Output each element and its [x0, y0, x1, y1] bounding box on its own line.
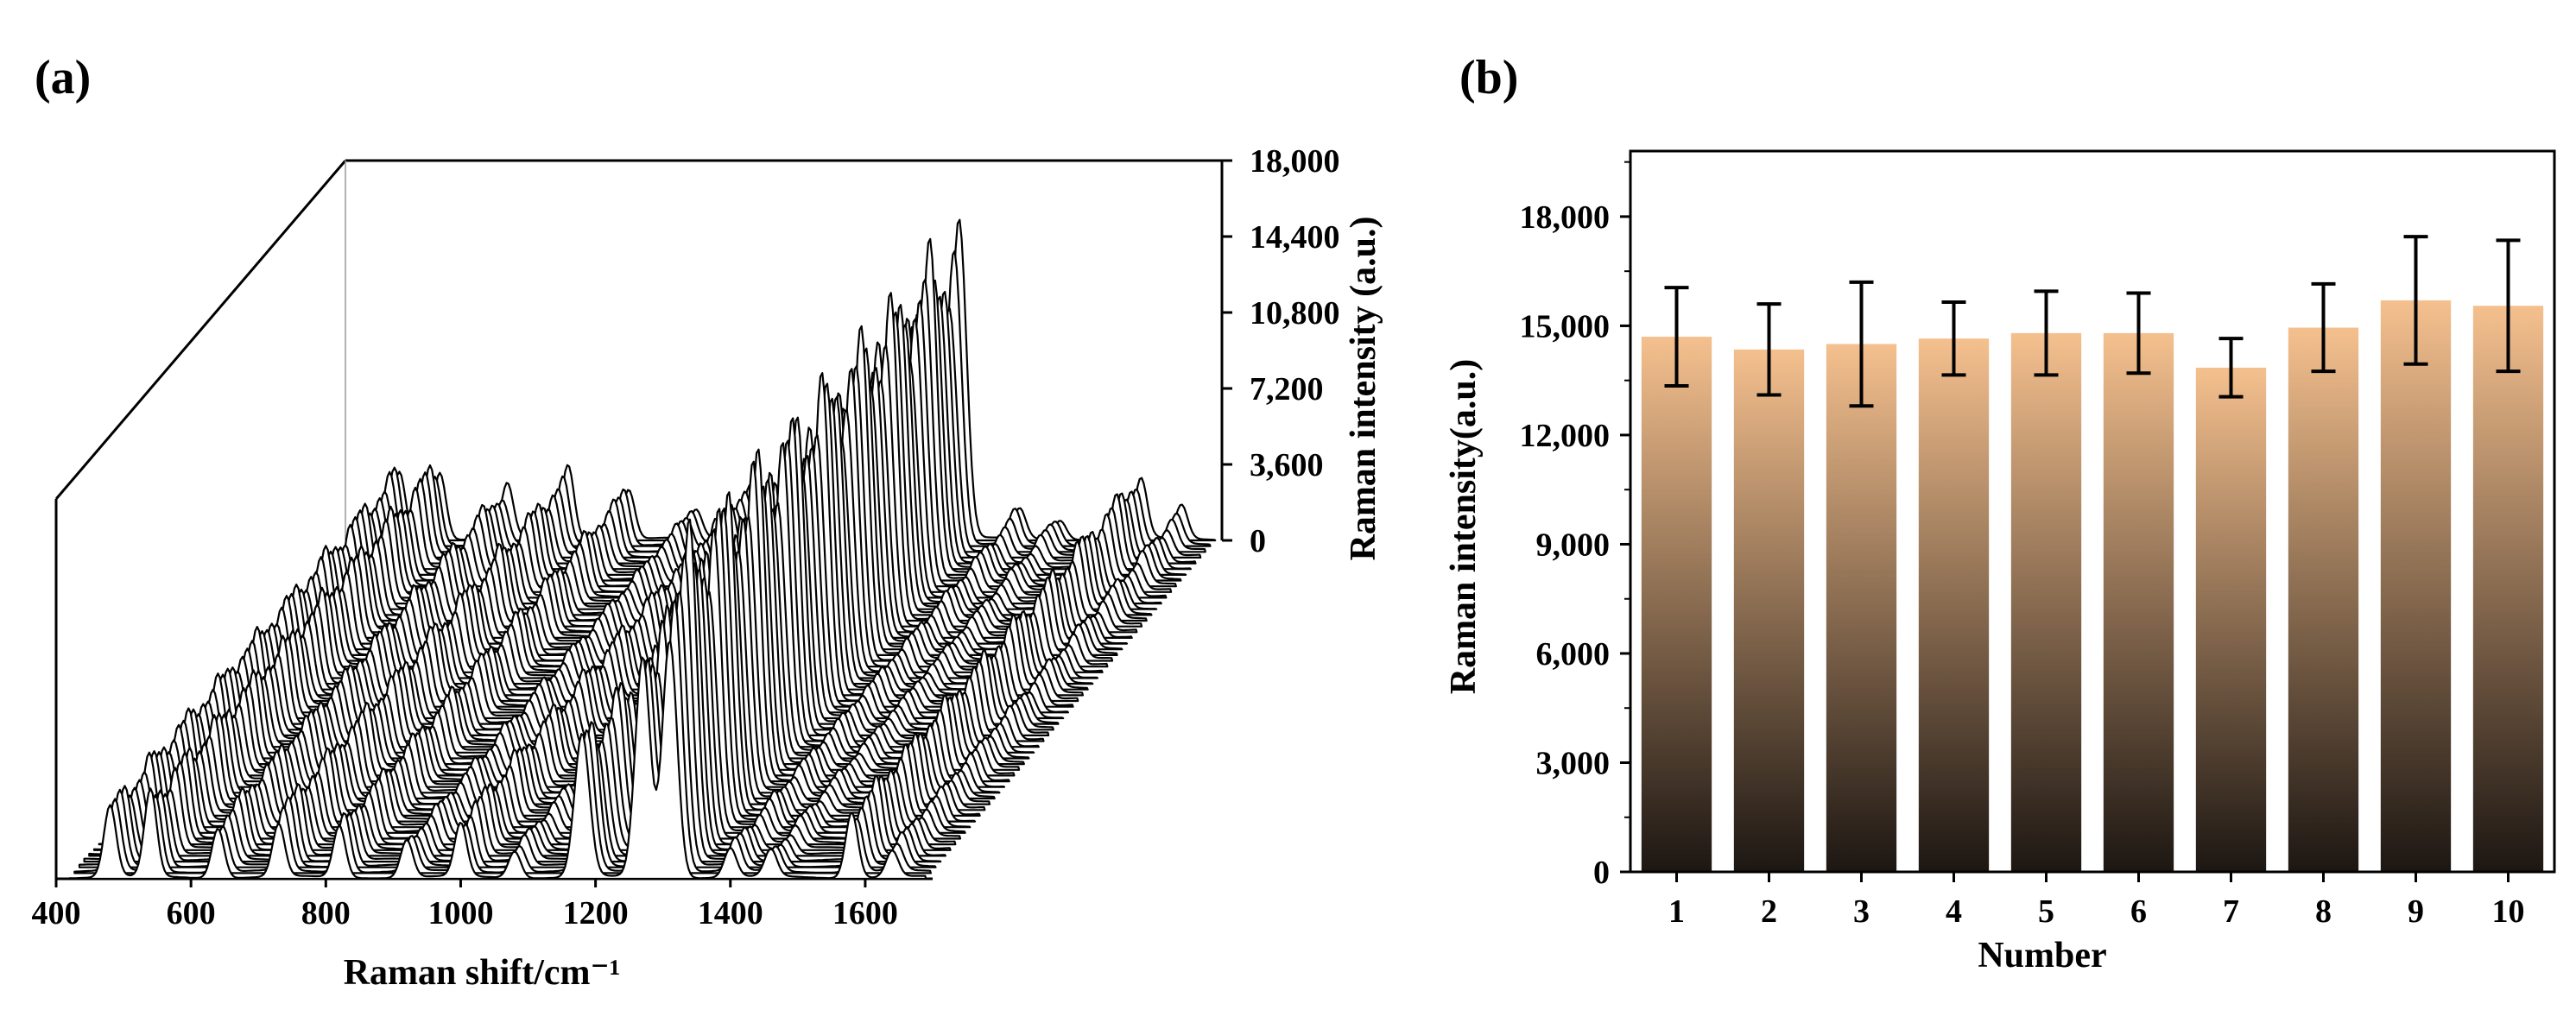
bar — [2103, 332, 2174, 872]
x-tick-label: 1400 — [698, 895, 763, 931]
y-tick-label: 14,400 — [1250, 219, 1340, 256]
x-tick-label: 1000 — [427, 895, 493, 931]
y-tick-label: 9,000 — [1536, 527, 1611, 563]
x-tick-label: 1600 — [832, 895, 898, 931]
panel-a-waterfall-chart: (a) 400 600 800 1000 1200 1400 1600 0 3,600 7,20… — [32, 51, 1384, 993]
x-tick-label: 8 — [2315, 893, 2332, 930]
frame-edge-top-left — [54, 160, 347, 500]
bar — [2195, 367, 2267, 872]
waterfall-x-axis: 400 600 800 1000 1200 1400 1600 — [32, 879, 898, 931]
waterfall-y-axis: 0 3,600 7,200 10,800 14,400 18,000 — [1222, 143, 1340, 559]
bar — [1918, 338, 1990, 873]
bar — [2472, 306, 2544, 872]
x-tick-label: 9 — [2408, 893, 2424, 930]
x-tick-label: 10 — [2492, 893, 2525, 930]
y-tick-label: 6,000 — [1536, 636, 1611, 672]
x-tick-label: 600 — [167, 895, 216, 931]
bar — [1733, 349, 1805, 873]
x-tick-label: 1200 — [563, 895, 629, 931]
y-tick-label: 18,000 — [1250, 143, 1340, 180]
y-tick-label: 3,000 — [1536, 745, 1611, 781]
bar-chart-frame — [1629, 149, 2556, 874]
x-tick-label: 3 — [1853, 893, 1870, 930]
y-tick-label: 12,000 — [1520, 418, 1611, 454]
bar — [2288, 327, 2359, 872]
x-tick-label: 800 — [301, 895, 351, 931]
y-tick-label: 0 — [1250, 523, 1266, 559]
spectrum-line — [68, 640, 927, 881]
bar-chart-x-axis-title: Number — [1978, 936, 2106, 975]
error-bar-series — [1664, 235, 2521, 408]
y-tick-label: 15,000 — [1520, 308, 1611, 344]
panel-b-label: (b) — [1459, 51, 1518, 104]
y-tick-label: 10,800 — [1250, 295, 1340, 331]
x-tick-label: 1 — [1668, 893, 1685, 930]
y-tick-label: 18,000 — [1520, 199, 1611, 236]
panel-b-bar-chart: (b) 0 3,000 6,000 9,000 12,000 15,000 18,000 1… — [1444, 51, 2556, 975]
y-tick-label: 3,600 — [1250, 447, 1324, 483]
x-tick-label: 5 — [2038, 893, 2054, 930]
x-tick-label: 4 — [1946, 893, 1962, 930]
y-tick-label: 0 — [1593, 855, 1610, 891]
bar — [1826, 344, 1897, 872]
plot-area-border — [1629, 149, 2556, 874]
bar — [1641, 337, 1712, 872]
panel-a-label: (a) — [35, 51, 91, 104]
bar — [2010, 332, 2082, 872]
bar — [2380, 300, 2452, 872]
bar-chart-y-axis-title: Raman intensity(a.u.) — [1444, 359, 1484, 695]
bar-chart-y-axis: 0 3,000 6,000 9,000 12,000 15,000 18,000 — [1520, 161, 1630, 891]
waterfall-spectra — [68, 218, 1217, 881]
x-tick-label: 400 — [32, 895, 81, 931]
waterfall-x-axis-title: Raman shift/cm⁻¹ — [344, 953, 621, 993]
waterfall-y-axis-title: Raman intensity (a.u.) — [1344, 216, 1383, 560]
x-tick-label: 6 — [2130, 893, 2147, 930]
bar-chart-x-axis: 1 2 3 4 5 6 7 8 9 10 — [1668, 872, 2525, 930]
x-tick-label: 7 — [2223, 893, 2239, 930]
bar-series — [1641, 300, 2544, 873]
x-tick-label: 2 — [1761, 893, 1777, 930]
y-tick-label: 7,200 — [1250, 371, 1324, 407]
